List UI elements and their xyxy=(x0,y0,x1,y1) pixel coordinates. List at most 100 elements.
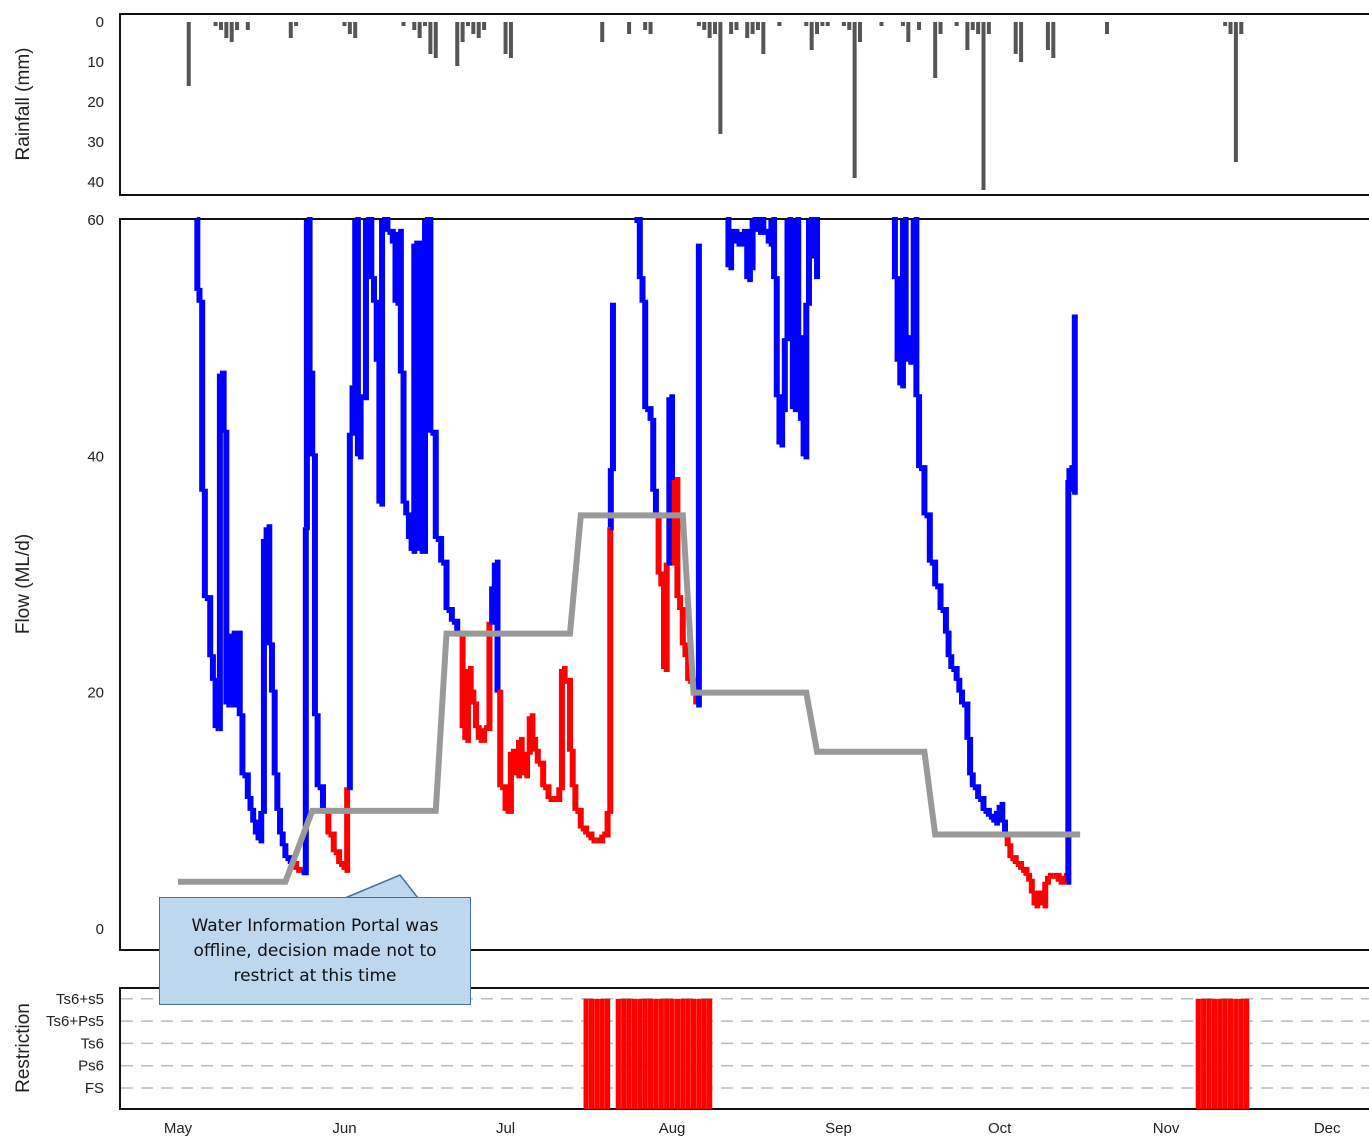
rainfall-bar xyxy=(900,22,905,26)
tick-labels: 0 10 20 30 40 0 20 40 60 FS Ps6 Ts6 Ts6+Ps5 Ts6+s5 May… xyxy=(46,14,1341,1137)
flow-segment xyxy=(1065,479,1072,885)
flow-segment-below-trigger xyxy=(344,787,351,873)
flow-segment xyxy=(787,217,794,256)
rainfall-ytick-30: 30 xyxy=(87,134,104,151)
flow-segment xyxy=(652,488,659,516)
flow-segment xyxy=(279,831,286,847)
flow-segment xyxy=(894,276,901,362)
flow-segment-below-trigger xyxy=(1053,872,1062,882)
flow-segment-below-trigger xyxy=(524,751,531,779)
restriction-bar xyxy=(1201,998,1207,1109)
flow-segment xyxy=(196,287,203,303)
month-label: Sep xyxy=(825,1120,852,1137)
trigger-line xyxy=(178,512,1081,885)
flow-segment xyxy=(274,772,281,811)
restriction-ytick: Ts6+Ps5 xyxy=(46,1013,104,1030)
flow-segment-below-trigger xyxy=(532,736,539,752)
rainfall-bar xyxy=(186,22,191,86)
month-label: Oct xyxy=(988,1120,1012,1137)
restriction-bar xyxy=(696,998,702,1109)
rainfall-bar xyxy=(986,22,991,34)
rainfall-bar xyxy=(981,22,986,190)
flow-segment xyxy=(204,595,214,658)
flow-segment-below-trigger xyxy=(526,716,533,755)
flow-segment-below-trigger xyxy=(1044,875,1051,885)
rainfall-bar xyxy=(482,22,487,30)
restriction-bar xyxy=(680,998,686,1109)
flow-segment xyxy=(924,512,933,563)
rainfall-bar xyxy=(288,22,293,38)
flow-segment xyxy=(666,397,673,566)
rainfall-bar xyxy=(1228,22,1233,34)
flow-segment xyxy=(446,606,455,622)
rainfall-bar xyxy=(235,22,240,30)
flow-segment xyxy=(967,736,974,776)
restriction-bar xyxy=(1211,998,1218,1109)
rainfall-bar xyxy=(847,22,852,30)
flow-segment xyxy=(776,394,783,445)
flow-segment xyxy=(781,338,788,413)
flow-segment-below-trigger xyxy=(655,512,662,575)
rainfall-bar xyxy=(508,22,513,58)
flow-segment-below-trigger xyxy=(1039,896,1046,906)
flow-segment-below-trigger xyxy=(553,787,563,803)
flow-segment-below-trigger xyxy=(500,784,509,811)
flow-segment xyxy=(695,243,702,708)
restriction-bar xyxy=(1217,998,1223,1109)
flow-segment xyxy=(346,432,353,791)
flow-segment xyxy=(266,524,273,646)
flow-segment-below-trigger xyxy=(658,571,665,587)
flow-segment xyxy=(397,228,404,374)
rainfall-bar xyxy=(600,22,605,42)
flow-segment-below-trigger xyxy=(1026,872,1033,882)
flow-segment xyxy=(784,220,791,342)
rainfall-ytick-20: 20 xyxy=(87,94,104,111)
flow-segment-below-trigger xyxy=(497,689,504,788)
flow-segment xyxy=(268,642,275,693)
flow-segment xyxy=(814,217,821,280)
flow-segment-below-trigger xyxy=(513,760,520,776)
rainfall-bar xyxy=(465,22,470,26)
rainfall-bar xyxy=(734,22,739,30)
flow-segment xyxy=(231,630,238,705)
flow-segment-below-trigger xyxy=(521,760,528,776)
flow-segment-below-trigger xyxy=(333,849,343,865)
flow-segment xyxy=(247,796,254,811)
rainfall-bar xyxy=(815,22,820,34)
flow-segment xyxy=(642,299,649,410)
rainfall-bar xyxy=(755,22,760,30)
annotation-pointer xyxy=(344,874,420,899)
flow-segment-below-trigger xyxy=(457,630,466,729)
flow-segment xyxy=(234,633,241,708)
rainfall-bar xyxy=(1045,22,1050,50)
restriction-bar xyxy=(1244,998,1250,1109)
flow-ytick-60: 60 xyxy=(87,212,104,229)
rainfall-bar xyxy=(1223,22,1228,26)
restriction-bar xyxy=(685,998,691,1109)
flow-segment xyxy=(805,220,812,306)
flow-segment xyxy=(239,713,246,776)
restriction-bar xyxy=(1238,998,1244,1109)
rainfall-ytick-10: 10 xyxy=(87,54,104,71)
flow-segment xyxy=(935,583,944,610)
rainfall-bar xyxy=(825,22,830,26)
flow-segment xyxy=(962,701,971,740)
flow-segment-below-trigger xyxy=(464,669,471,743)
flow-segment xyxy=(916,394,923,469)
flow-segment xyxy=(639,276,646,303)
flow-segment-below-trigger xyxy=(569,748,576,788)
flow-segment xyxy=(959,689,966,705)
restriction-ytick: Ps6 xyxy=(78,1058,104,1075)
flow-segment xyxy=(354,217,361,457)
month-label: Nov xyxy=(1153,1120,1180,1137)
rainfall-bar xyxy=(224,22,229,38)
flow-segment-below-trigger xyxy=(1021,866,1030,876)
flow-segment xyxy=(491,562,498,590)
flow-segment xyxy=(891,217,898,280)
flow-segment xyxy=(260,539,267,814)
annotation-text: Water Information Portal was offline, de… xyxy=(191,915,439,986)
flow-segment xyxy=(306,217,313,374)
flow-segment xyxy=(219,370,227,433)
flow-segment xyxy=(263,527,270,543)
rainfall-bar xyxy=(938,22,943,34)
